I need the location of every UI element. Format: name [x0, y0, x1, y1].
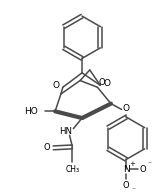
Text: O: O — [99, 78, 106, 87]
Text: ⁻: ⁻ — [147, 160, 151, 169]
Text: CH₃: CH₃ — [65, 165, 79, 174]
Text: HO: HO — [24, 107, 38, 116]
Text: O: O — [53, 81, 60, 90]
Text: O: O — [123, 104, 130, 113]
Text: ⁻: ⁻ — [131, 186, 135, 195]
Text: O: O — [104, 79, 111, 88]
Text: O: O — [139, 165, 146, 174]
Text: +: + — [129, 161, 135, 167]
Text: O: O — [123, 181, 130, 190]
Text: O: O — [43, 143, 50, 152]
Text: N: N — [123, 166, 130, 175]
Text: HN: HN — [59, 127, 72, 136]
